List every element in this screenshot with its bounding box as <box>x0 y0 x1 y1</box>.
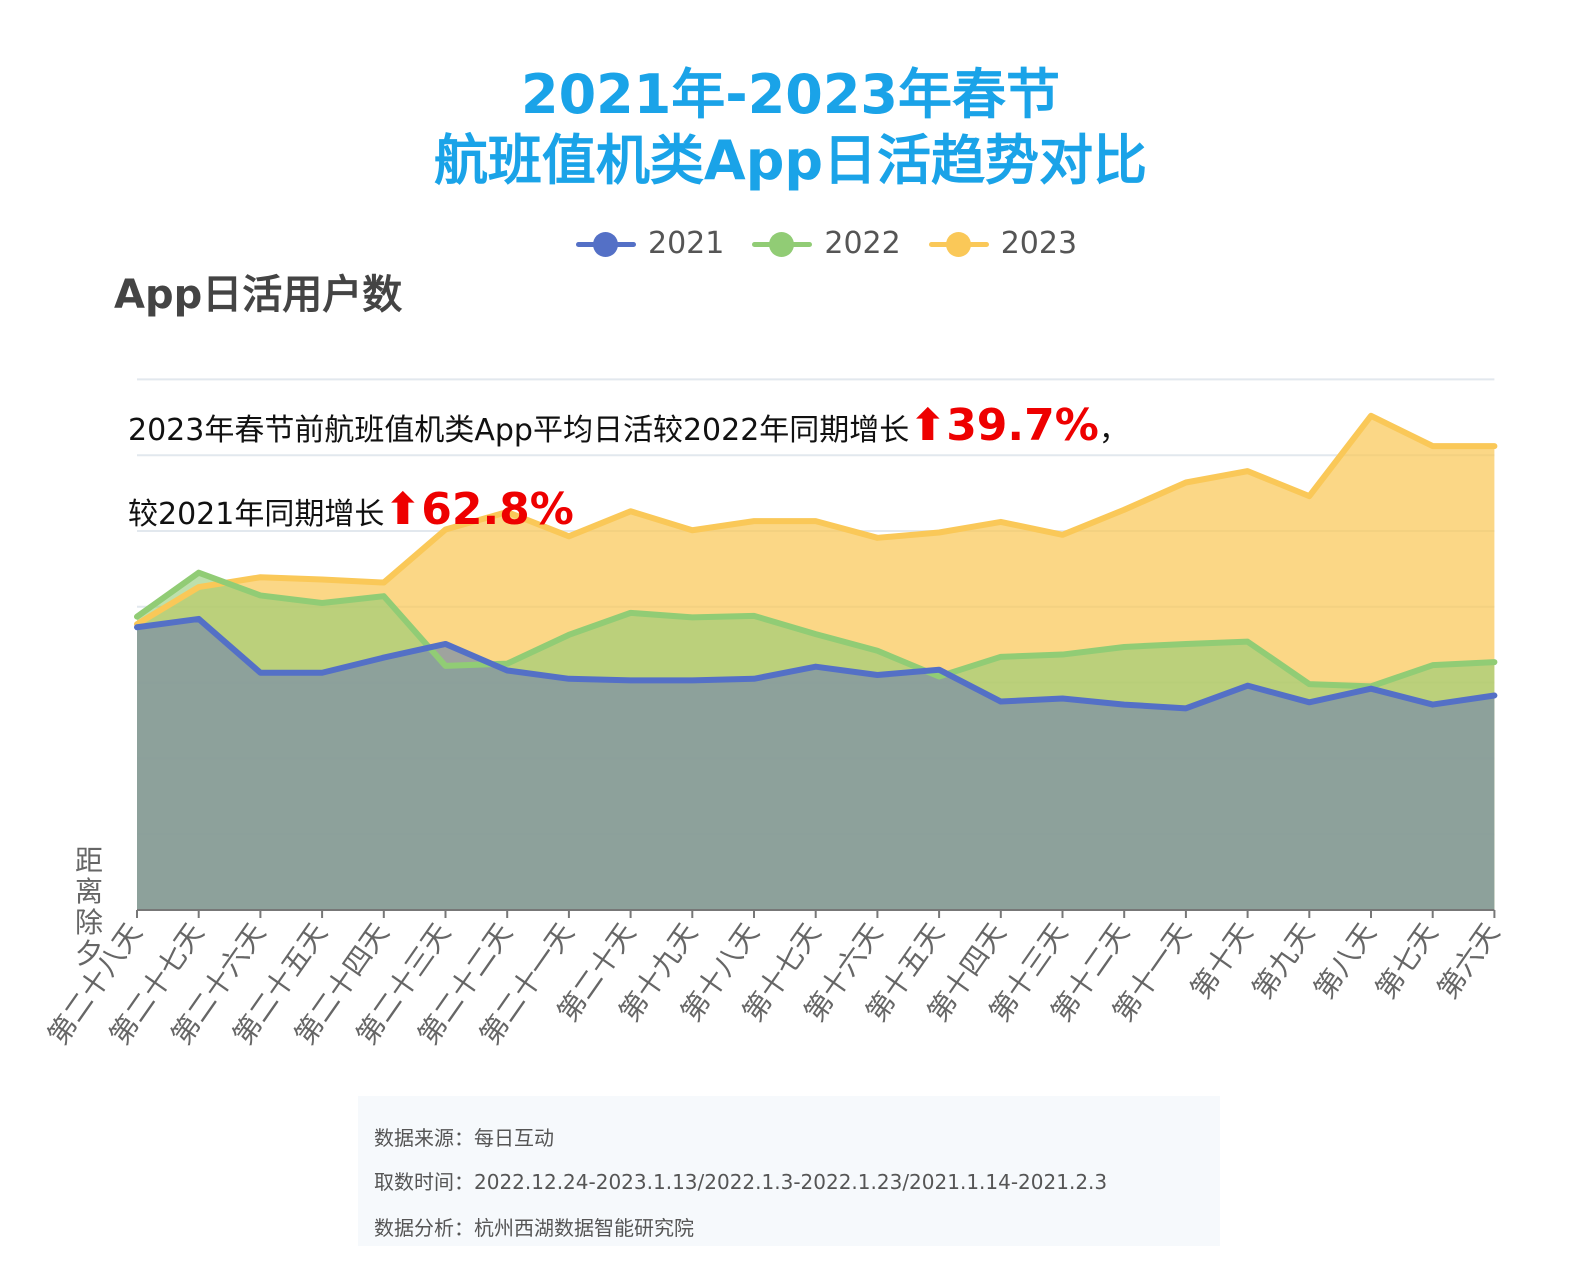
legend-swatch-2023 <box>928 231 989 257</box>
series-line-2021 <box>134 615 1498 712</box>
footer-period: 取数时间：2022.12.24-2023.1.13/2022.1.3-2022.… <box>374 1170 1108 1194</box>
x-tick-label: 第六天 <box>1431 917 1506 1005</box>
annotation-line1: 2023年春节前航班值机类App平均日活较2022年同期增长⬆39.7%， <box>128 400 1129 451</box>
legend-label-2022: 2022 <box>824 226 901 261</box>
legend-item-2021[interactable]: 2021 <box>576 226 724 261</box>
footer-analysis: 数据分析：杭州西湖数据智能研究院 <box>374 1216 694 1240</box>
legend: 2021 2022 2023 <box>576 226 1105 261</box>
annotation-line2-text: 较2021年同期增长 <box>128 497 385 532</box>
series-lines <box>134 412 1498 712</box>
legend-item-2023[interactable]: 2023 <box>928 226 1078 261</box>
legend-swatch-2022 <box>752 231 813 257</box>
annotation-line2: 较2021年同期增长⬆62.8% <box>128 484 574 535</box>
legend-item-2022[interactable]: 2022 <box>752 226 901 261</box>
x-axis <box>136 909 1496 918</box>
series-line-2022 <box>134 569 1498 690</box>
series-line-2023 <box>134 412 1498 628</box>
chart-title-line1: 2021年-2023年春节 <box>521 63 1060 126</box>
x-axis-title-char: 除 <box>75 906 103 939</box>
footer-box: 数据来源：每日互动 取数时间：2022.12.24-2023.1.13/2022… <box>358 1096 1220 1246</box>
x-tick-label: 第九天 <box>1246 917 1321 1005</box>
x-tick-label: 第八天 <box>1308 917 1383 1005</box>
x-tick-labels: 第二十八天第二十七天第二十六天第二十五天第二十四天第二十三天第二十二天第二十一天… <box>41 917 1506 1051</box>
legend-label-2021: 2021 <box>648 226 725 261</box>
chart-title-line2: 航班值机类App日活趋势对比 <box>433 129 1148 192</box>
footer-source: 数据来源：每日互动 <box>374 1126 554 1150</box>
annotation-pct-2021: 62.8% <box>421 484 574 535</box>
x-tick-label: 第七天 <box>1369 917 1444 1005</box>
annotation-line1-text: 2023年春节前航班值机类App平均日活较2022年同期增长 <box>128 413 910 448</box>
up-arrow-icon: ⬆ <box>909 400 947 451</box>
x-axis-title-char: 夕 <box>75 937 103 970</box>
x-axis-title-char: 距 <box>75 844 103 877</box>
annotation-pct-2022: 39.7% <box>946 400 1099 451</box>
annotation-line1-suffix: ， <box>1098 413 1129 448</box>
series-areas <box>137 415 1495 910</box>
x-tick-label: 第十天 <box>1184 917 1259 1005</box>
legend-label-2023: 2023 <box>1000 226 1078 261</box>
legend-swatch-2021 <box>576 231 636 257</box>
up-arrow-icon: ⬆ <box>384 484 422 535</box>
area-2021 <box>137 618 1495 910</box>
x-axis-title-char: 离 <box>75 875 103 908</box>
y-axis-title: App日活用户数 <box>114 272 403 318</box>
